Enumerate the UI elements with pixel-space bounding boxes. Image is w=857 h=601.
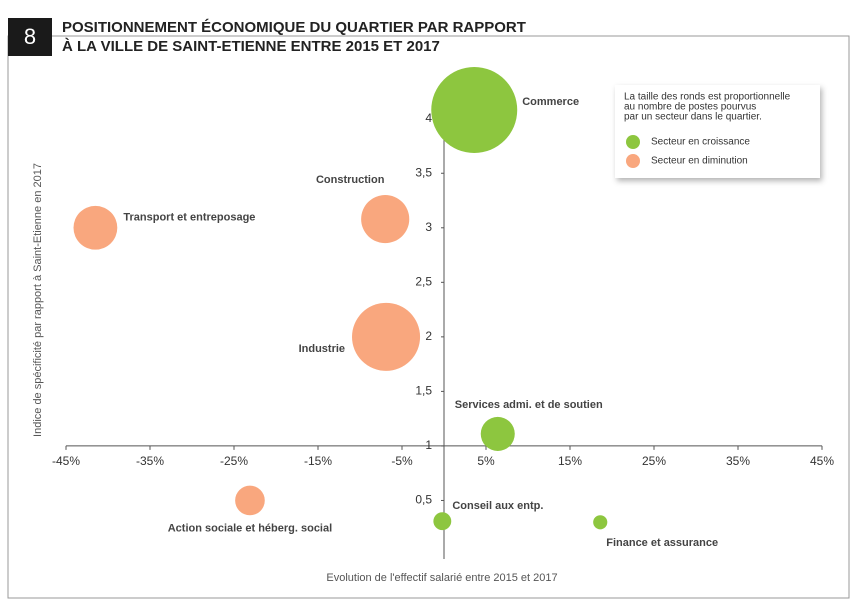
badge-box bbox=[8, 18, 52, 56]
y-tick-label: 4 bbox=[425, 111, 432, 125]
bubble bbox=[352, 302, 421, 371]
bubble bbox=[361, 194, 410, 244]
bubble-label: Commerce bbox=[522, 96, 579, 108]
x-tick-label: -45% bbox=[52, 454, 80, 468]
badge: 8 bbox=[24, 24, 36, 49]
x-tick-label: 35% bbox=[726, 454, 750, 468]
bubble bbox=[480, 416, 515, 451]
chart-title: À LA VILLE DE SAINT-ETIENNE ENTRE 2015 E… bbox=[62, 38, 440, 55]
bubble bbox=[593, 515, 608, 530]
x-tick-label: -25% bbox=[220, 454, 248, 468]
bubble bbox=[433, 512, 452, 531]
y-tick-label: 1,5 bbox=[415, 384, 432, 398]
bubble-label: Industrie bbox=[299, 343, 345, 355]
bubble bbox=[431, 67, 518, 153]
y-tick-label: 3,5 bbox=[415, 165, 432, 179]
x-tick-label: -5% bbox=[391, 454, 413, 468]
legend-box bbox=[615, 85, 820, 178]
legend-swatch bbox=[626, 154, 640, 168]
bubble-label: Action sociale et héberg. social bbox=[168, 522, 332, 534]
frame bbox=[7, 35, 850, 599]
legend-label: Secteur en croissance bbox=[651, 137, 750, 148]
legend-note: La taille des ronds est proportionnelle bbox=[624, 92, 791, 103]
bubble-label: Transport et entreposage bbox=[123, 212, 255, 224]
legend-note: au nombre de postes pourvus bbox=[624, 102, 756, 113]
legend-swatch bbox=[626, 135, 640, 149]
bubble bbox=[235, 485, 265, 516]
x-tick-label: 5% bbox=[477, 454, 495, 468]
bubble bbox=[73, 205, 118, 250]
bubble-label: Finance et assurance bbox=[606, 537, 718, 549]
x-axis-label: Evolution de l'effectif salarié entre 20… bbox=[326, 572, 557, 584]
x-tick-label: -15% bbox=[304, 454, 332, 468]
x-tick-label: 45% bbox=[810, 454, 834, 468]
bubble-label: Conseil aux entp. bbox=[452, 500, 543, 512]
y-tick-label: 2,5 bbox=[415, 274, 432, 288]
y-tick-label: 1 bbox=[425, 438, 432, 452]
y-tick-label: 0,5 bbox=[415, 493, 432, 507]
y-tick-label: 2 bbox=[425, 329, 432, 343]
chart-title: POSITIONNEMENT ÉCONOMIQUE DU QUARTIER PA… bbox=[62, 19, 526, 36]
legend-note: par un secteur dans le quartier. bbox=[624, 112, 762, 123]
x-tick-label: -35% bbox=[136, 454, 164, 468]
y-axis-label: Indice de spécificité par rapport à Sain… bbox=[32, 163, 44, 437]
bubble-label: Services admi. et de soutien bbox=[455, 399, 603, 411]
x-tick-label: 15% bbox=[558, 454, 582, 468]
legend-label: Secteur en diminution bbox=[651, 156, 748, 167]
x-tick-label: 25% bbox=[642, 454, 666, 468]
y-tick-label: 3 bbox=[425, 220, 432, 234]
bubble-label: Construction bbox=[316, 174, 385, 186]
